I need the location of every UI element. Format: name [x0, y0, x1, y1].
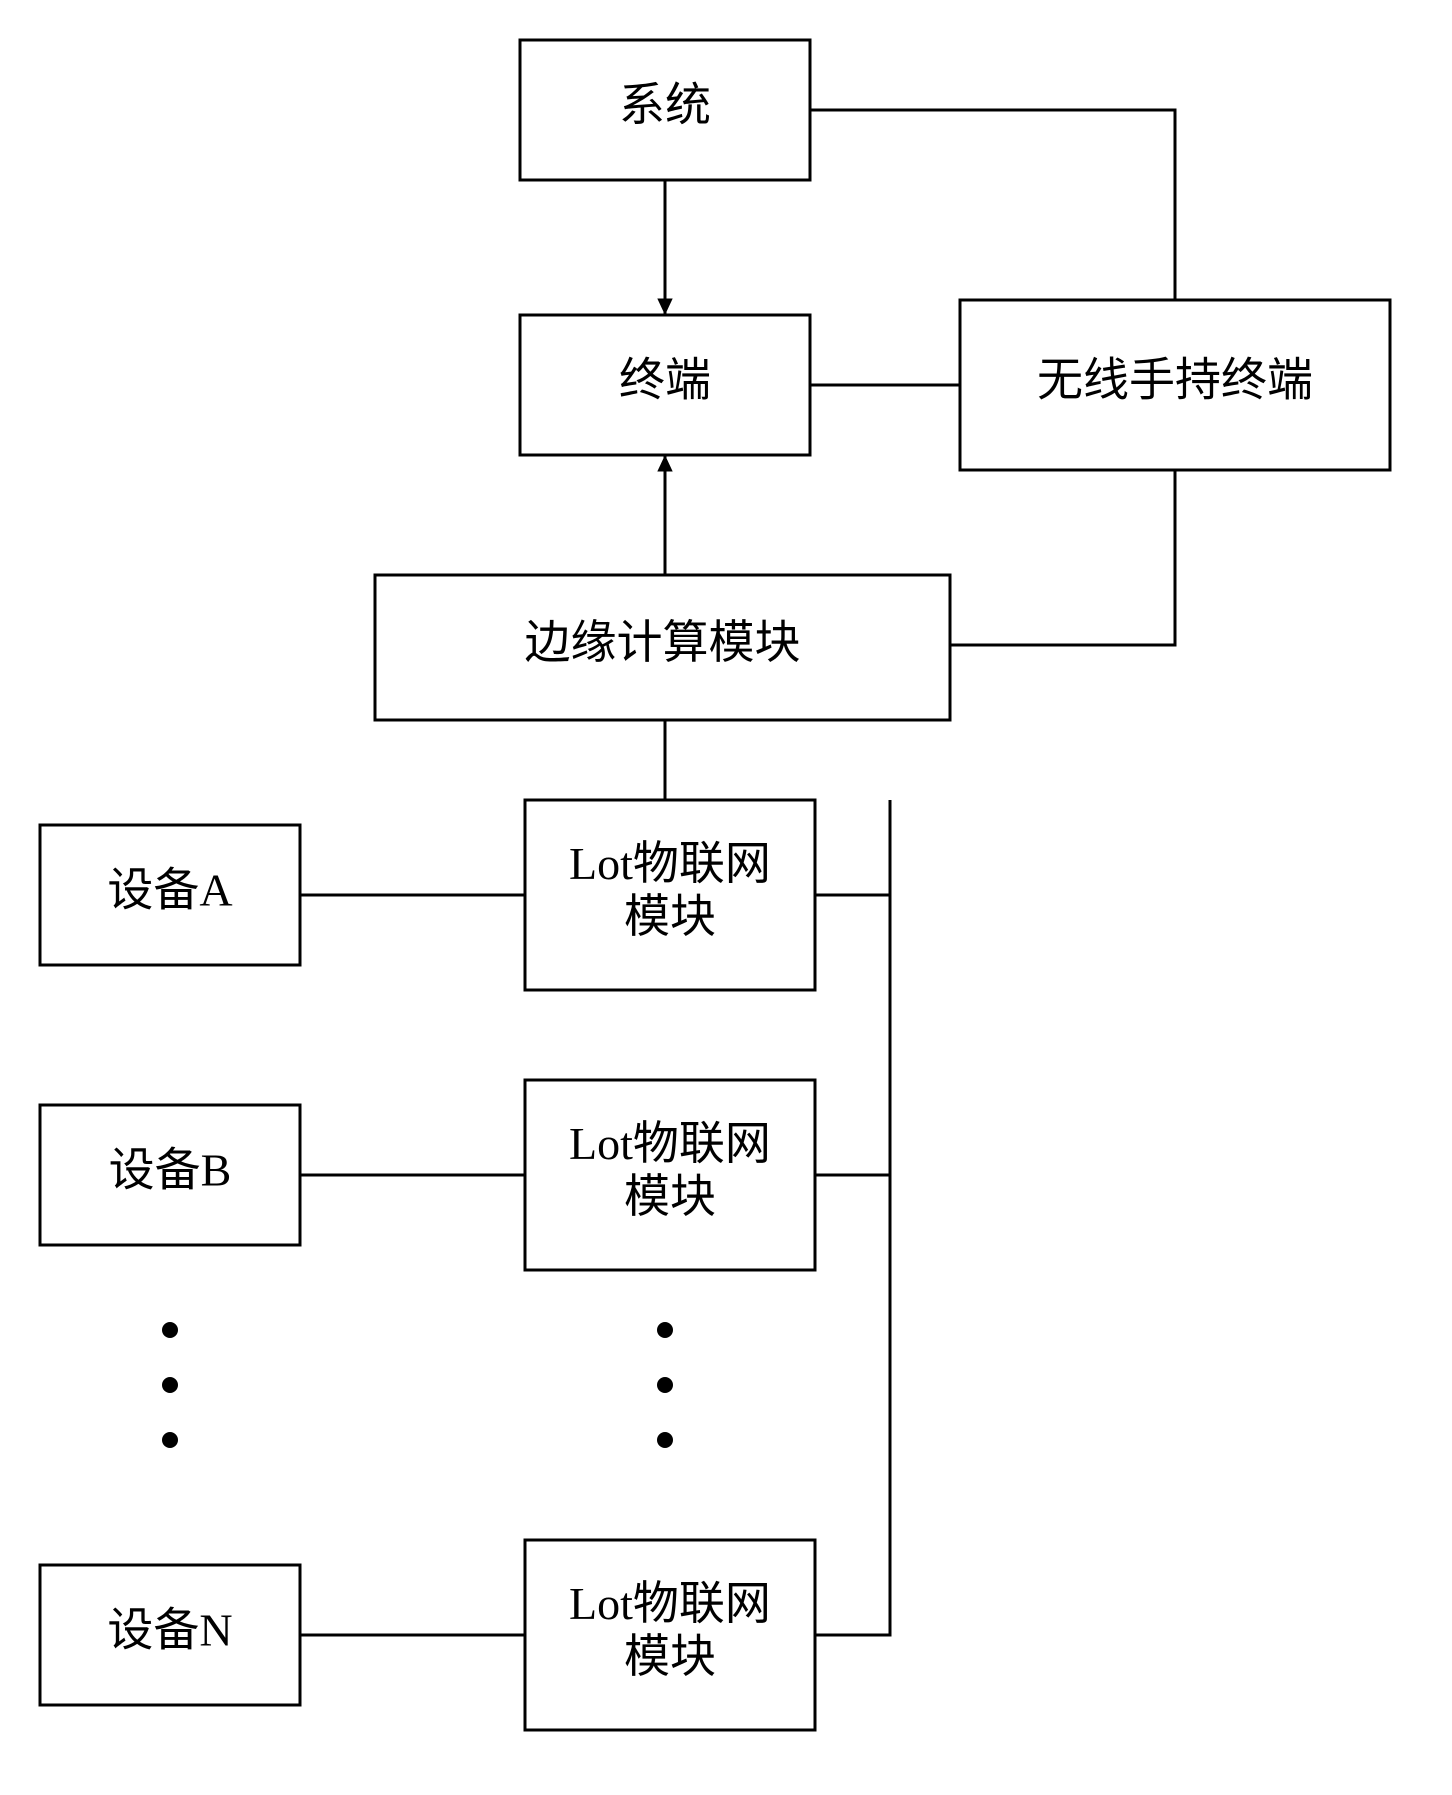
edge-wireless-edge: [950, 470, 1175, 645]
node-devA: 设备A: [40, 825, 300, 965]
node-wireless: 无线手持终端: [960, 300, 1390, 470]
node-edge: 边缘计算模块: [375, 575, 950, 720]
node-label-system: 系统: [619, 80, 711, 131]
node-label-devN: 设备N: [107, 1605, 232, 1656]
ellipsis-dot: [162, 1432, 178, 1448]
node-label-iot2-1: 模块: [624, 1171, 716, 1222]
node-label-devB: 设备B: [109, 1145, 232, 1196]
flowchart-canvas: 系统终端无线手持终端边缘计算模块Lot物联网模块Lot物联网模块Lot物联网模块…: [0, 0, 1452, 1795]
ellipsis-dot: [162, 1377, 178, 1393]
node-label-iot1-0: Lot物联网: [569, 838, 771, 889]
node-label-iot3-0: Lot物联网: [569, 1578, 771, 1629]
edge-system-wireless: [810, 110, 1175, 300]
ellipsis-dot: [162, 1322, 178, 1338]
edge-bus-iot3: [815, 1175, 890, 1635]
node-label-terminal: 终端: [619, 355, 711, 406]
node-devB: 设备B: [40, 1105, 300, 1245]
node-terminal: 终端: [520, 315, 810, 455]
ellipsis-dot: [657, 1377, 673, 1393]
ellipsis-dot: [657, 1432, 673, 1448]
node-label-iot3-1: 模块: [624, 1631, 716, 1682]
node-label-devA: 设备A: [107, 865, 232, 916]
nodes-layer: 系统终端无线手持终端边缘计算模块Lot物联网模块Lot物联网模块Lot物联网模块…: [40, 40, 1390, 1730]
node-system: 系统: [520, 40, 810, 180]
node-label-edge: 边缘计算模块: [525, 617, 801, 668]
node-devN: 设备N: [40, 1565, 300, 1705]
node-label-wireless: 无线手持终端: [1037, 355, 1313, 406]
node-iot2: Lot物联网模块: [525, 1080, 815, 1270]
ellipsis-dot: [657, 1322, 673, 1338]
edge-bus-iot2: [815, 800, 890, 1175]
node-label-iot2-0: Lot物联网: [569, 1118, 771, 1169]
node-iot3: Lot物联网模块: [525, 1540, 815, 1730]
node-iot1: Lot物联网模块: [525, 800, 815, 990]
node-label-iot1-1: 模块: [624, 891, 716, 942]
ellipsis-layer: [162, 1322, 673, 1448]
